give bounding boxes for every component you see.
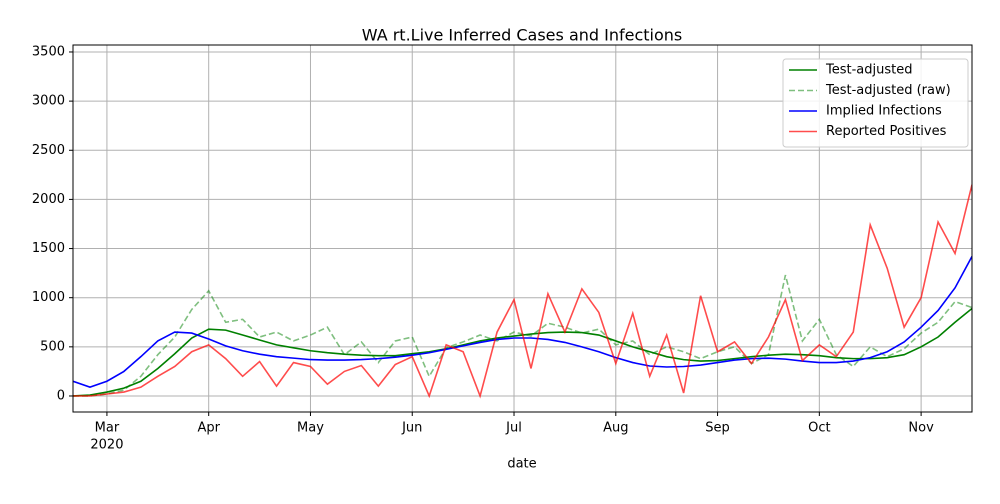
y-tick-label: 3000	[32, 94, 65, 109]
y-tick-label: 0	[57, 388, 65, 403]
y-tick-label: 2000	[32, 192, 65, 207]
chart-title: WA rt.Live Inferred Cases and Infections	[362, 26, 683, 45]
series-line	[73, 256, 972, 388]
x-tick-label: Oct	[808, 421, 830, 436]
x-tick-label: Apr	[197, 421, 220, 436]
x-tick-label: Sep	[705, 421, 730, 436]
legend-label: Test-adjusted	[825, 63, 912, 78]
y-tick-label: 2500	[32, 143, 65, 158]
y-tick-label: 1000	[32, 290, 65, 305]
y-tick-label: 3500	[32, 44, 65, 59]
x-year-label: 2020	[90, 438, 123, 453]
x-tick-label: Nov	[908, 421, 934, 436]
y-tick-label: 500	[40, 339, 65, 354]
legend-box	[782, 58, 969, 148]
y-tick-label: 1500	[32, 241, 65, 256]
x-tick-label: Jul	[505, 421, 522, 436]
legend-label: Reported Positives	[826, 124, 947, 139]
plot-frame	[72, 44, 973, 413]
legend-label: Test-adjusted (raw)	[825, 83, 951, 98]
x-tick-label: May	[297, 421, 324, 436]
legend-label: Implied Infections	[826, 104, 942, 119]
series-line	[73, 184, 972, 399]
x-tick-label: Aug	[603, 421, 628, 436]
x-tick-label: Jun	[401, 421, 422, 436]
x-axis-label: date	[507, 457, 536, 472]
x-tick-label: Mar	[95, 421, 120, 436]
